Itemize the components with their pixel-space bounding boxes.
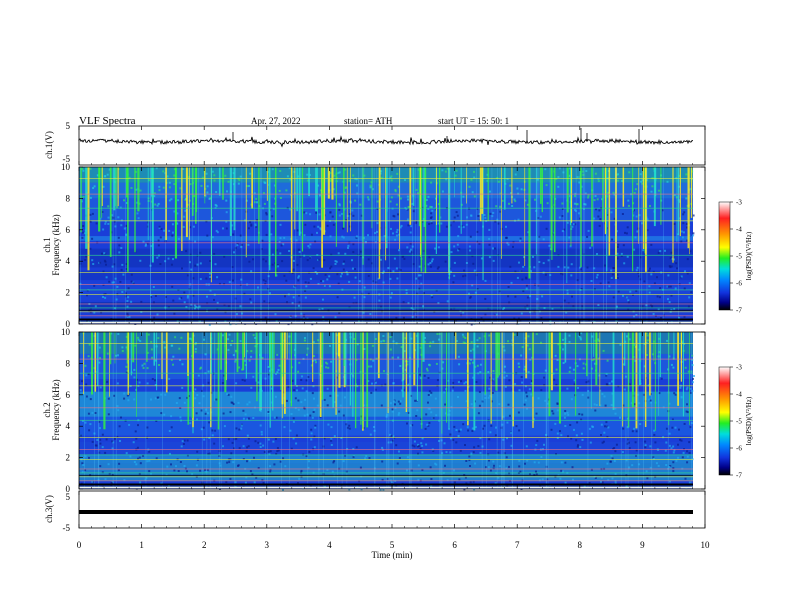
y-tick-label: 10 <box>61 327 71 337</box>
colorbar-tick-label: -4 <box>736 226 742 234</box>
colorbar-tick-label: -4 <box>736 391 742 399</box>
colorbar-tick-label: -7 <box>736 472 742 480</box>
x-tick-label: 0 <box>77 540 82 550</box>
y-tick-label: 8 <box>66 358 71 368</box>
ch2-spectrogram-image <box>79 332 695 491</box>
x-tick-label: 1 <box>139 540 144 550</box>
ch2-spec-ylabel-line2: Frequency (kHz) <box>51 379 61 440</box>
ch1-waveform-ylabel: ch.1(V) <box>44 131 54 159</box>
ch3-waveform-ylabel: ch.3(V) <box>44 495 54 523</box>
x-tick-label: 7 <box>515 540 520 550</box>
y-tick-label: 5 <box>66 121 71 131</box>
colorbar-tick-label: -5 <box>736 253 742 261</box>
y-tick-label: 4 <box>66 256 71 266</box>
y-tick-label: 5 <box>66 492 71 502</box>
y-tick-label: 0 <box>66 319 71 329</box>
y-tick-label: 8 <box>66 193 71 203</box>
ch1-waveform-trace <box>78 128 694 148</box>
y-tick-label: 4 <box>66 421 71 431</box>
x-tick-label: 4 <box>327 540 332 550</box>
ch1-spectrogram-image <box>79 167 695 326</box>
y-tick-label: 2 <box>66 453 71 463</box>
station-label: station= ATH <box>344 116 393 126</box>
x-tick-label: 5 <box>390 540 395 550</box>
ch1-spec-ylabel-line2: Frequency (kHz) <box>51 214 61 275</box>
x-tick-label: 9 <box>640 540 645 550</box>
ch1-colorbar-label: log(PSD)(V²/Hz) <box>745 231 753 280</box>
ch2-colorbar-label: log(PSD)(V²/Hz) <box>745 396 753 445</box>
ch2-colorbar <box>718 366 731 476</box>
y-tick-label: 10 <box>61 162 71 172</box>
start-time-label: start UT = 15: 50: 1 <box>438 116 509 126</box>
colorbar-tick-label: -3 <box>736 364 742 372</box>
x-tick-label: 8 <box>578 540 583 550</box>
chart-title: VLF Spectra <box>79 115 136 127</box>
colorbar-tick-label: -7 <box>736 307 742 315</box>
y-tick-label: 0 <box>66 484 71 494</box>
y-tick-label: 2 <box>66 288 71 298</box>
ch1-waveform-frame <box>78 125 706 166</box>
colorbar-tick-label: -5 <box>736 418 742 426</box>
ch3-waveform-frame <box>78 490 706 529</box>
colorbar-tick-label: -3 <box>736 199 742 207</box>
ch1-colorbar <box>718 201 731 311</box>
x-tick-label: 10 <box>701 540 711 550</box>
colorbar-tick-label: -6 <box>736 280 742 288</box>
colorbar-tick-label: -6 <box>736 445 742 453</box>
y-tick-label: -5 <box>63 523 71 533</box>
ch2-spec-ylabel-line1: ch.2 <box>42 402 52 417</box>
x-axis-label: Time (min) <box>372 550 413 560</box>
x-tick-label: 2 <box>202 540 207 550</box>
x-tick-label: 3 <box>265 540 270 550</box>
y-tick-label: 6 <box>66 225 71 235</box>
x-tick-label: 6 <box>452 540 457 550</box>
x-axis-ticks: 0 1 2 3 4 5 6 7 8 9 10 <box>77 126 710 550</box>
ch1-spec-ylabel-line1: ch.1 <box>42 237 52 252</box>
date-label: Apr. 27, 2022 <box>251 116 301 126</box>
y-tick-label: 6 <box>66 390 71 400</box>
ch3-waveform-trace <box>79 510 693 514</box>
y-tick-label: -5 <box>63 154 71 164</box>
colorbar-ticks: -3 -4 -5 -6 -7 -3 -4 -5 -6 -7 <box>730 199 742 480</box>
